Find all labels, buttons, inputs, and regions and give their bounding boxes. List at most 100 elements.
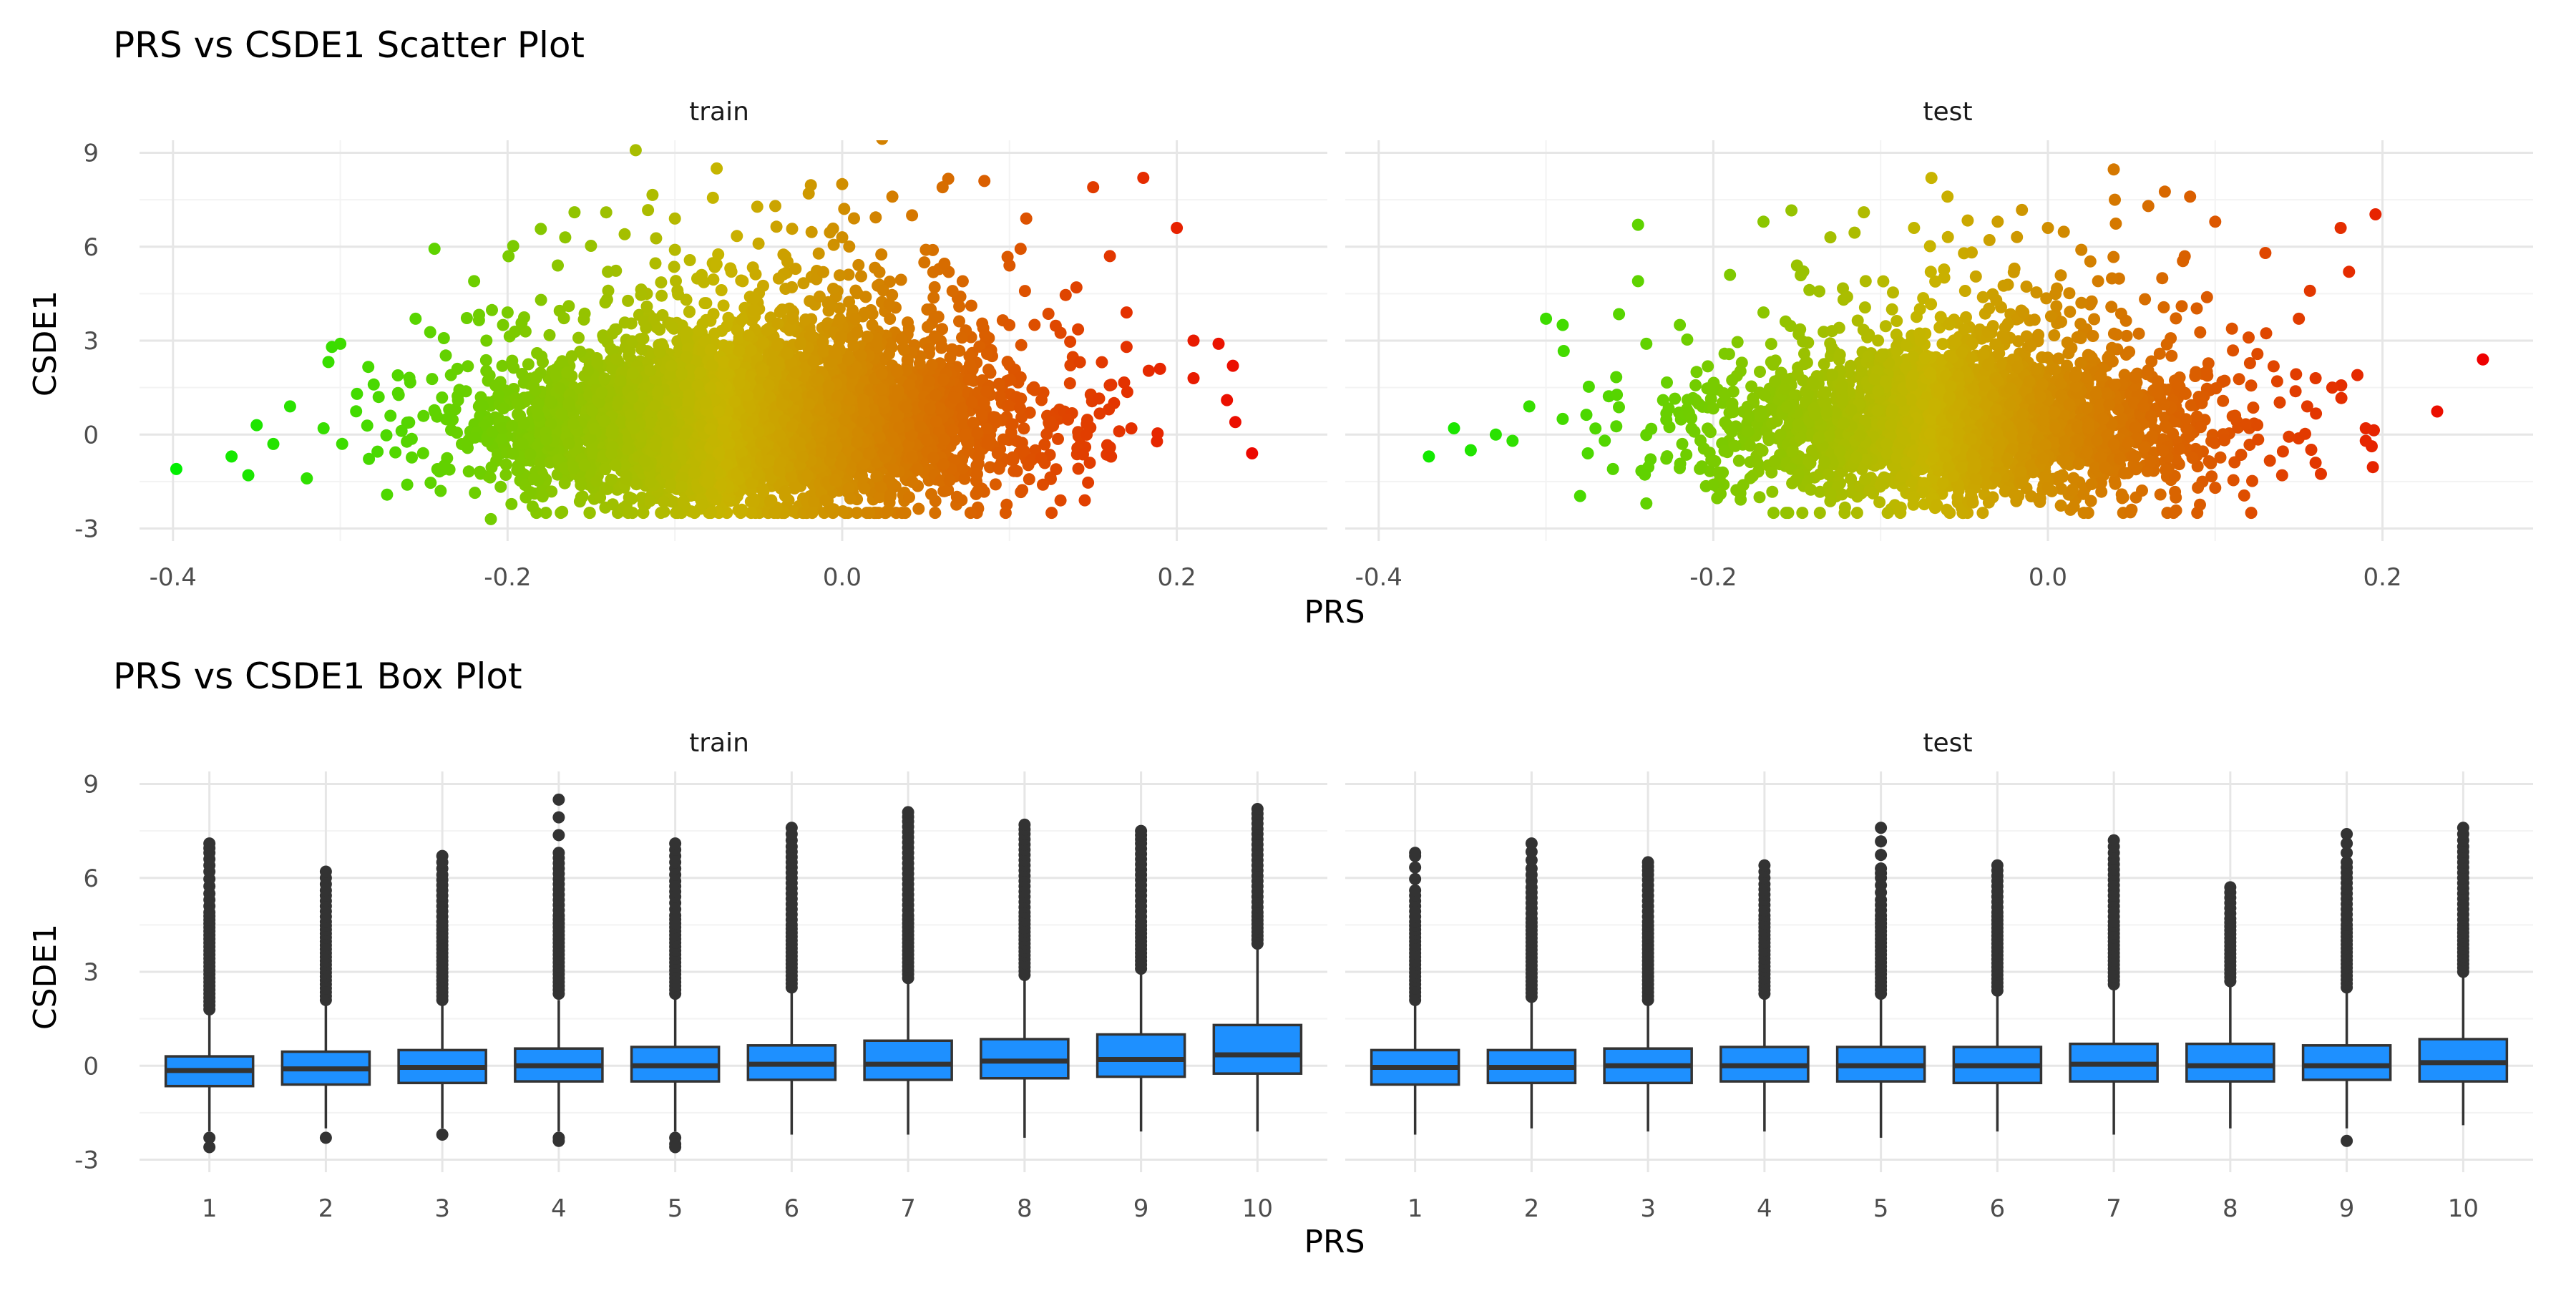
scatter-point [452,390,464,402]
scatter-point [773,273,785,285]
scatter-point [600,296,612,308]
scatter-point [806,507,819,519]
scatter-point [945,351,957,364]
scatter-point [590,475,602,487]
scatter-point [779,250,791,263]
scatter-point [918,256,930,268]
scatter-point [555,507,567,519]
scatter-point [731,230,743,242]
scatter-point [990,478,1002,490]
scatter-point [787,313,799,325]
scatter-point [960,429,972,441]
scatter-point [401,416,414,429]
scatter-point [1082,477,1094,489]
scatter-point [638,333,650,345]
scatter-point [507,448,519,460]
scatter-point [1002,356,1014,368]
scatter-point [1105,379,1117,391]
scatter-point [497,319,509,331]
scatter-y-tick-label: 0 [83,421,99,449]
scatter-point [550,370,562,382]
scatter-point [440,349,452,361]
scatter-point [959,473,971,485]
scatter-point [855,271,867,283]
scatter-point [522,359,535,371]
scatter-facet-train-label: train [689,97,749,127]
scatter-y-tick-label: -3 [74,515,99,544]
scatter-point [622,507,634,519]
scatter-point [895,274,907,286]
scatter-point [869,211,882,223]
scatter-point [979,329,991,341]
scatter-point [556,355,568,367]
scatter-point [585,240,597,252]
scatter-point [842,354,854,366]
scatter-point [620,473,632,485]
scatter-point [671,507,683,519]
scatter-point [461,312,473,324]
scatter-point [463,465,475,477]
scatter-point [726,265,738,278]
scatter-point [813,248,825,260]
scatter-point [1028,381,1040,394]
scatter-point [869,262,881,274]
scatter-point [929,311,941,323]
scatter-point [506,420,518,432]
scatter-x-axis-label: PRS [1304,594,1365,630]
scatter-point [1019,285,1031,297]
scatter-point [578,459,590,472]
scatter-point [971,427,983,439]
scatter-point [655,507,667,519]
scatter-point [771,318,784,330]
scatter-point [965,507,977,519]
scatter-point [558,312,570,324]
scatter-point [899,507,912,519]
scatter-point [642,204,654,216]
scatter-point [605,343,617,355]
scatter-point [771,220,783,233]
scatter-point [789,263,801,275]
scatter-point [436,391,448,404]
scatter-point [1004,374,1016,386]
scatter-point [923,375,935,387]
scatter-point [733,345,745,357]
scatter-title: PRS vs CSDE1 Scatter Plot [113,24,585,66]
scatter-point [484,472,497,484]
scatter-point [782,348,794,360]
scatter-point [424,477,436,489]
scatter-point [381,429,393,442]
scatter-point [650,233,662,245]
scatter-point [1028,319,1040,331]
scatter-point [1143,365,1155,377]
scatter-point [921,434,933,446]
scatter-point [509,326,521,338]
scatter-point [801,411,813,423]
scatter-point [323,356,335,368]
scatter-x-tick-label: -0.4 [150,563,197,592]
scatter-point [971,468,983,480]
scatter-point [424,326,436,338]
scatter-point [847,366,859,379]
scatter-point [665,479,677,491]
scatter-point [718,300,730,312]
scatter-point [635,289,648,301]
scatter-point [747,497,759,509]
scatter-y-tick-label: 6 [83,233,99,262]
scatter-point [1060,289,1072,301]
scatter-point [480,354,492,366]
scatter-point [848,213,860,225]
scatter-point [626,391,638,404]
scatter-point [925,488,937,500]
scatter-point [694,449,706,462]
scatter-point [736,275,748,287]
scatter-point [1093,407,1106,419]
scatter-point [672,288,684,301]
scatter-point [362,361,374,373]
scatter-point [1007,418,1019,430]
scatter-point [535,223,547,235]
scatter-point [794,338,806,350]
scatter-point [439,459,451,472]
scatter-point [1055,495,1067,507]
scatter-point [626,335,638,347]
